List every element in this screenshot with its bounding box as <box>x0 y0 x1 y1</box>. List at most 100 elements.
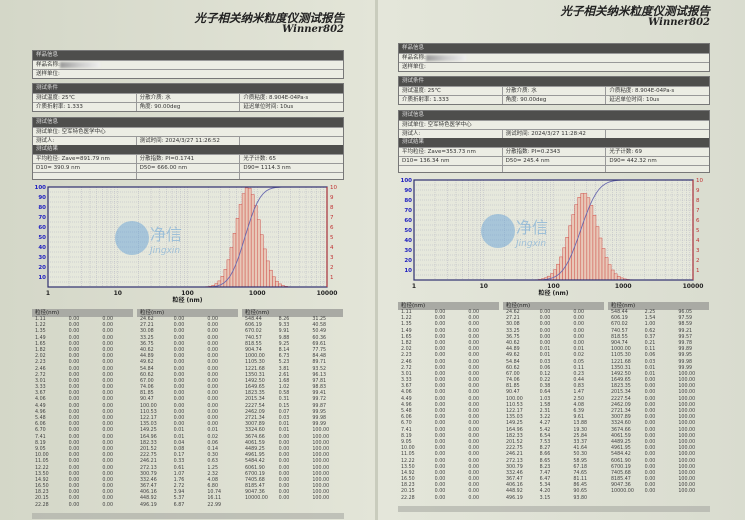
x-tick-label: 100 <box>181 290 194 297</box>
cum-cell: 0.00 <box>207 317 219 322</box>
table-row: 406.16 5.34 86.45 <box>503 483 604 489</box>
table-row: 5484.42 0.00 100.00 <box>608 452 709 458</box>
table-row: 332.46 7.47 74.65 <box>503 471 604 477</box>
diff-cell: 0.00 <box>434 347 446 353</box>
table-row: 12.22 0.00 0.00 <box>32 466 133 472</box>
size-cell: 1000.00 <box>245 354 265 360</box>
table-row: 49.62 0.00 0.00 <box>137 360 238 366</box>
size-cell: 11.05 <box>35 459 49 465</box>
table-row: 9047.36 0.00 100.00 <box>242 490 343 496</box>
diff-cell: 0.01 <box>173 428 185 434</box>
table-row: 740.57 0.62 99.21 <box>608 329 709 335</box>
diff-cell: 0.15 <box>278 403 290 409</box>
histogram-bar <box>269 269 273 288</box>
table-row: 22.28 0.00 0.00 <box>32 503 133 509</box>
size-cell: 49.62 <box>506 353 520 359</box>
size-cell: 367.47 <box>506 477 523 483</box>
size-cell: 2.02 <box>401 347 412 353</box>
diff-cell: 0.61 <box>173 465 185 471</box>
size-cell: 33.25 <box>140 335 154 341</box>
table-row: 6700.19 0.00 100.00 <box>608 465 709 471</box>
table-row: 1221.68 3.81 93.52 <box>242 367 343 373</box>
size-cell: 2.72 <box>401 365 412 371</box>
watermark-logo-icon <box>481 214 515 248</box>
diff-cell: 0.00 <box>434 316 446 322</box>
y-left-tick-label: 50 <box>38 235 46 241</box>
diff-cell: 0.01 <box>173 434 185 440</box>
cum-cell: 0.00 <box>468 359 480 365</box>
diff-cell: 0.00 <box>68 496 80 502</box>
diff-cell: 1.54 <box>644 316 656 322</box>
diff-cell: 0.00 <box>644 390 656 396</box>
y-left-tick-label: 80 <box>38 205 46 211</box>
condition-item: 介质粘度: 8.904E-04Pa·s <box>605 87 709 95</box>
table-row: 27.21 0.00 0.00 <box>503 316 604 322</box>
size-cell: 3.33 <box>401 378 412 384</box>
diff-cell: 0.00 <box>434 322 446 328</box>
cum-cell: 100.00 <box>678 439 696 445</box>
histogram-bar <box>244 187 249 288</box>
table-row: 2.46 0.00 0.00 <box>32 367 133 373</box>
table-row: 2.72 0.00 0.00 <box>32 373 133 379</box>
cum-cell: 19.30 <box>573 427 588 433</box>
size-cell: 548.44 <box>611 310 628 315</box>
diff-cell: 0.00 <box>434 483 446 489</box>
table-header: 粒径(nm) <box>608 302 709 310</box>
table-row: 904.74 8.14 77.75 <box>242 348 343 354</box>
diff-cell: 1.68 <box>278 378 290 384</box>
table-row: 40.62 0.00 0.00 <box>503 341 604 347</box>
size-cell: 6.06 <box>401 415 412 421</box>
table-row: 3007.89 0.00 100.00 <box>608 415 709 421</box>
cum-cell: 0.01 <box>573 347 585 353</box>
histogram-bar <box>562 247 566 281</box>
condition-item: 延迟单位时间: 10us <box>605 96 709 104</box>
cum-cell: 0.00 <box>207 397 219 403</box>
diff-cell: 0.00 <box>173 335 185 341</box>
diff-cell: 1.58 <box>539 402 551 408</box>
diff-cell: 6.73 <box>278 354 290 360</box>
size-cell: 18.23 <box>401 483 415 489</box>
histogram-bar <box>568 225 572 281</box>
cum-cell: 84.48 <box>312 354 327 360</box>
table-row: 24.62 0.00 0.00 <box>137 317 238 323</box>
histogram-bar <box>607 264 612 281</box>
diff-cell: 0.00 <box>644 458 656 464</box>
diff-cell: 4.27 <box>539 421 551 427</box>
diff-cell: 7.53 <box>539 439 551 445</box>
size-cell: 10.00 <box>401 446 415 452</box>
diff-cell: 0.00 <box>434 402 446 408</box>
table-row: 54.84 0.03 0.05 <box>503 360 604 366</box>
table-row: 182.33 6.54 25.84 <box>503 434 604 440</box>
diff-cell: 0.00 <box>278 434 290 440</box>
cum-cell: 99.41 <box>312 391 327 397</box>
size-cell: 3324.60 <box>611 421 631 427</box>
diff-cell: 0.00 <box>173 354 185 360</box>
table-row: 1221.68 0.03 99.98 <box>608 360 709 366</box>
cum-cell: 25.84 <box>573 433 588 439</box>
table-row: 30.08 0.00 0.00 <box>503 322 604 328</box>
histogram-bar <box>247 187 252 288</box>
diff-cell: 0.00 <box>68 477 80 483</box>
table-row: 122.17 0.00 0.00 <box>137 416 238 422</box>
x-axis-label: 粒径 (nm) <box>172 296 202 304</box>
diff-cell: 6.47 <box>539 477 551 483</box>
table-row: 2721.34 0.03 99.98 <box>242 416 343 422</box>
table-row: 33.25 0.00 0.00 <box>503 329 604 335</box>
cum-cell: 0.00 <box>207 378 219 384</box>
cum-cell: 0.00 <box>102 422 114 428</box>
results-header: 测试结果 <box>399 138 709 147</box>
size-cell: 164.96 <box>140 434 157 440</box>
watermark-logo-sub: Jingxin <box>148 246 180 256</box>
y-right-tick-label: 2 <box>696 258 700 264</box>
cum-cell: 100.00 <box>678 464 696 470</box>
cum-cell: 0.83 <box>573 384 585 390</box>
size-cell: 2.23 <box>401 353 412 359</box>
diff-cell: 0.00 <box>644 384 656 390</box>
size-cell: 22.28 <box>35 502 49 508</box>
diff-cell: 0.00 <box>434 464 446 470</box>
diff-cell: 0.00 <box>68 391 80 397</box>
size-cell: 12.22 <box>401 458 415 464</box>
diff-cell: 0.01 <box>278 428 290 434</box>
cum-cell: 0.00 <box>102 502 114 508</box>
y-right-tick-label: 5 <box>330 235 334 241</box>
